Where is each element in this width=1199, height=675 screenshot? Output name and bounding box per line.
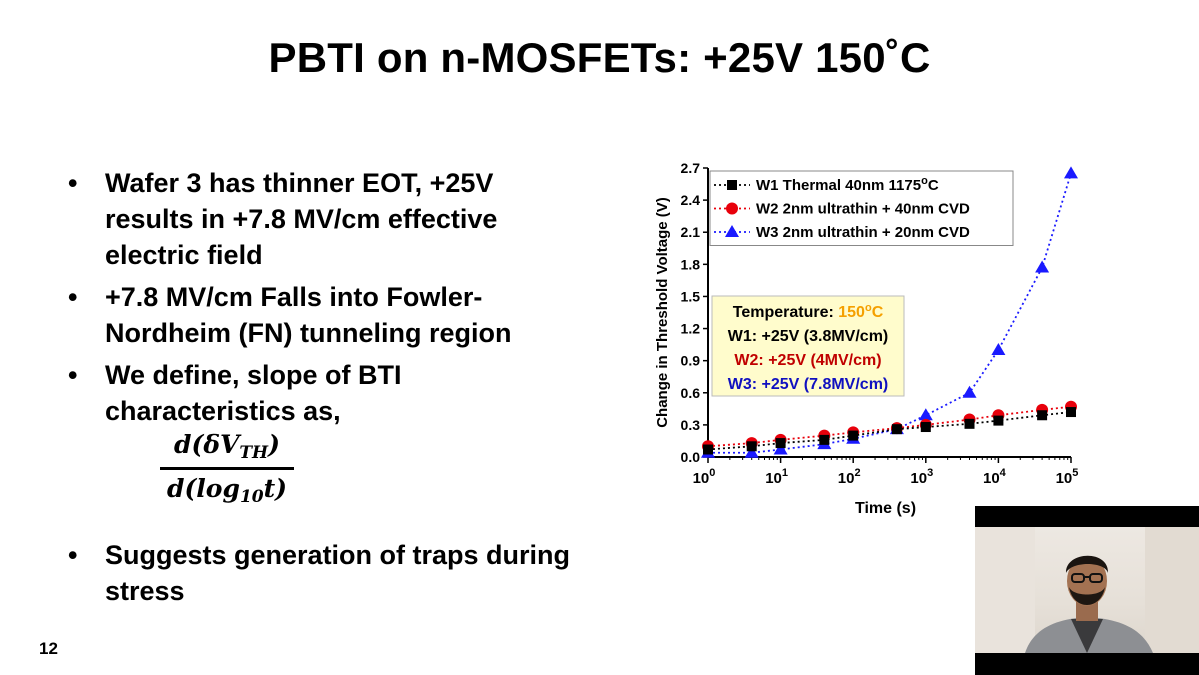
x-tick-label: 104 bbox=[983, 467, 1007, 487]
bullet-item: • We define, slope of BTI characteristics… bbox=[68, 357, 588, 429]
annotation-line: W3: +25V (7.8MV/cm) bbox=[728, 376, 889, 393]
data-point-square bbox=[848, 430, 859, 441]
y-tick-label: 1.5 bbox=[681, 288, 701, 304]
slope-formula: d(δVTH) d(log10t) bbox=[160, 430, 294, 507]
y-tick-label: 2.1 bbox=[681, 224, 701, 240]
y-tick-label: 2.7 bbox=[681, 160, 701, 176]
data-point-square bbox=[775, 438, 786, 449]
data-point-square bbox=[993, 415, 1004, 426]
annotation-box bbox=[711, 295, 905, 397]
data-point-square bbox=[819, 434, 830, 445]
bullet-text: Suggests generation of traps during stre… bbox=[105, 540, 571, 606]
data-point-square bbox=[746, 441, 757, 452]
legend-marker-triangle bbox=[725, 225, 739, 237]
data-point-triangle bbox=[962, 385, 977, 398]
y-tick-label: 0.9 bbox=[681, 353, 701, 369]
data-point-triangle bbox=[744, 445, 759, 458]
annotation-line: W1: +25V (3.8MV/cm) bbox=[728, 328, 889, 345]
bullet-text: +7.8 MV/cm Falls into Fowler-Nordheim (F… bbox=[105, 282, 512, 348]
data-point-square bbox=[1066, 407, 1076, 418]
formula-denominator: d(log10t) bbox=[166, 474, 288, 507]
bullet-item: • Wafer 3 has thinner EOT, +25V results i… bbox=[68, 165, 588, 273]
data-point-square bbox=[1037, 410, 1048, 421]
fraction-bar bbox=[160, 467, 294, 470]
y-tick-label: 1.2 bbox=[681, 321, 701, 337]
data-point-square bbox=[703, 444, 713, 455]
data-point-triangle bbox=[1064, 166, 1078, 179]
bullet-item: • +7.8 MV/cm Falls into Fowler-Nordheim (… bbox=[68, 279, 588, 351]
presenter-image bbox=[975, 527, 1199, 653]
data-point-square bbox=[964, 418, 975, 429]
x-tick-label: 100 bbox=[693, 467, 716, 487]
legend-label: W2 2nm ultrathin + 40nm CVD bbox=[756, 201, 970, 218]
x-tick-label: 105 bbox=[1056, 467, 1079, 487]
x-tick-label: 101 bbox=[765, 467, 788, 487]
data-point-triangle bbox=[773, 442, 788, 455]
annotation-line: Temperature: 150oC bbox=[733, 302, 884, 321]
series-line-square bbox=[707, 411, 1072, 451]
legend-label: W3 2nm ultrathin + 20nm CVD bbox=[756, 224, 970, 241]
y-tick-label: 1.8 bbox=[681, 256, 701, 272]
slide-title: PBTI on n-MOSFETs: +25V 150˚C bbox=[268, 34, 931, 81]
annotation-line: W2: +25V (4MV/cm) bbox=[734, 352, 881, 369]
threshold-voltage-chart: 0.0 0.3 0.6 0.9 1.2 1.5 1.8 2.1 2.4 2.7 100 101 102 1… bbox=[654, 160, 1079, 517]
data-point-triangle bbox=[1035, 260, 1050, 273]
bullet-text: Wafer 3 has thinner EOT, +25V results in… bbox=[105, 168, 498, 270]
legend-label: W1 Thermal 40nm 1175oC bbox=[756, 175, 939, 194]
y-tick-label: 0.3 bbox=[681, 417, 701, 433]
x-tick-label: 102 bbox=[838, 467, 861, 487]
bullet-marker: • bbox=[68, 282, 78, 312]
bullet-list: • Wafer 3 has thinner EOT, +25V results i… bbox=[68, 165, 588, 615]
legend-marker-circle bbox=[726, 202, 738, 215]
webcam-video bbox=[975, 527, 1199, 653]
x-axis-label: Time (s) bbox=[855, 500, 916, 517]
bullet-text: We define, slope of BTI characteristics … bbox=[105, 360, 402, 426]
data-point-triangle bbox=[918, 408, 933, 421]
bullet-marker: • bbox=[68, 168, 78, 198]
y-tick-label: 0.6 bbox=[681, 385, 701, 401]
slide-number: 12 bbox=[39, 639, 58, 658]
y-tick-label: 0.0 bbox=[681, 449, 701, 465]
bullet-marker: • bbox=[68, 360, 78, 390]
y-tick-label: 2.4 bbox=[681, 192, 701, 208]
data-point-square bbox=[891, 424, 902, 435]
webcam-overlay bbox=[975, 506, 1199, 675]
bullet-item: • Suggests generation of traps during str… bbox=[68, 537, 588, 609]
data-point-triangle bbox=[991, 342, 1006, 355]
series-line-circle bbox=[707, 405, 1072, 448]
data-point-square bbox=[920, 422, 931, 433]
bullet-marker: • bbox=[68, 540, 78, 570]
formula-numerator: d(δVTH) bbox=[174, 430, 280, 463]
legend-box bbox=[709, 170, 1014, 246]
y-axis-label: Change in Threshold Voltage (V) bbox=[654, 197, 671, 428]
legend-marker-square bbox=[727, 180, 737, 190]
x-tick-label: 103 bbox=[910, 467, 933, 487]
